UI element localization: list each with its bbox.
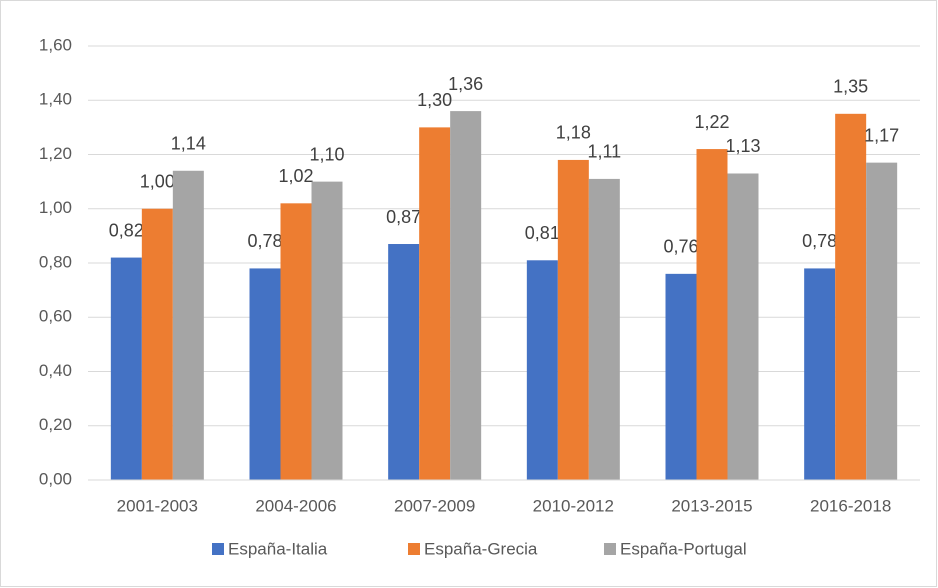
y-tick-label: 0,20 [39, 415, 72, 434]
legend-swatch [604, 543, 616, 555]
x-tick-label: 2013-2015 [671, 496, 752, 515]
data-label: 1,22 [694, 112, 729, 132]
data-label: 1,35 [833, 77, 868, 97]
data-label: 1,00 [140, 172, 175, 192]
data-label: 0,76 [663, 237, 698, 257]
legend-label: España-Italia [228, 539, 328, 558]
bar [172, 170, 204, 480]
data-label: 1,36 [448, 74, 483, 94]
y-tick-label: 1,40 [39, 90, 72, 109]
legend-label: España-Portugal [620, 539, 747, 558]
data-label: 1,17 [864, 125, 899, 145]
y-tick-label: 1,60 [39, 35, 72, 54]
data-label: 1,14 [171, 134, 206, 154]
bar [804, 268, 836, 480]
bar [588, 178, 620, 480]
data-label: 0,82 [109, 220, 144, 240]
x-tick-label: 2016-2018 [810, 496, 891, 515]
data-label: 1,11 [587, 142, 621, 162]
bar [141, 208, 173, 480]
legend-swatch [212, 543, 224, 555]
y-tick-label: 1,00 [39, 198, 72, 217]
data-label: 1,02 [278, 166, 313, 186]
x-tick-label: 2010-2012 [533, 496, 614, 515]
data-label: 0,81 [525, 223, 560, 243]
bar [419, 127, 451, 480]
data-label: 1,30 [417, 90, 452, 110]
data-label: 0,87 [386, 207, 421, 227]
bar [526, 260, 558, 480]
bar [727, 173, 759, 481]
y-tick-label: 0,80 [39, 252, 72, 271]
x-tick-label: 2004-2006 [255, 496, 336, 515]
bar [311, 181, 343, 480]
data-label: 0,78 [247, 231, 282, 251]
bar [835, 113, 867, 480]
bar [557, 159, 589, 481]
x-tick-label: 2001-2003 [117, 496, 198, 515]
bar [866, 162, 898, 480]
bar [249, 268, 281, 480]
legend-label: España-Grecia [424, 539, 538, 558]
bar [110, 257, 142, 480]
y-tick-label: 0,40 [39, 361, 72, 380]
bar [696, 149, 728, 480]
data-label: 1,13 [725, 136, 760, 156]
legend-swatch [408, 543, 420, 555]
bar [280, 203, 312, 480]
y-tick-label: 0,00 [39, 469, 72, 488]
y-tick-label: 0,60 [39, 307, 72, 326]
x-tick-label: 2007-2009 [394, 496, 475, 515]
bar [450, 111, 482, 480]
bar [665, 273, 697, 480]
data-label: 1,10 [309, 144, 344, 164]
data-label: 0,78 [802, 231, 837, 251]
bar [388, 244, 420, 480]
data-label: 1,18 [556, 123, 591, 143]
y-tick-label: 1,20 [39, 144, 72, 163]
